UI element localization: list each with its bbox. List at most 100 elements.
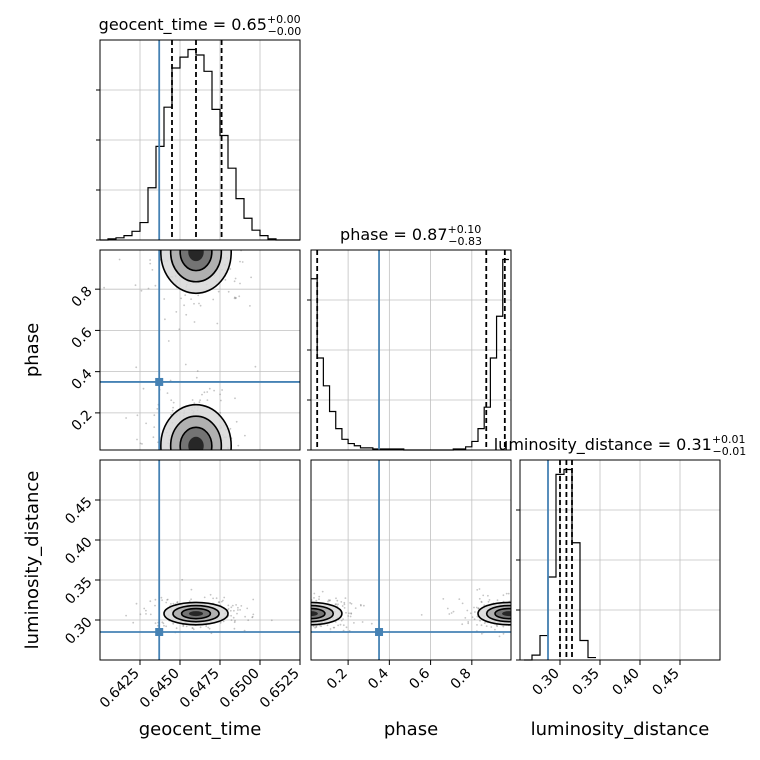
sample-point [195, 455, 197, 457]
sample-point [535, 621, 537, 623]
sample-point [254, 365, 257, 368]
sample-point [480, 600, 483, 603]
sample-point [191, 231, 193, 233]
contour-line [477, 601, 511, 626]
sample-point [162, 622, 165, 625]
sample-point [222, 599, 224, 602]
density-level [311, 611, 318, 617]
sample-point [141, 235, 143, 237]
sample-point [182, 625, 185, 628]
sample-point [464, 617, 467, 619]
sample-point [165, 601, 168, 604]
sample-point [521, 623, 523, 625]
sample-point [360, 604, 362, 607]
sample-point [315, 626, 318, 628]
sample-point [218, 230, 220, 232]
sample-point [315, 625, 318, 628]
y-tick-label: 0.35 [62, 574, 95, 607]
sample-point [274, 597, 276, 599]
sample-point [209, 593, 212, 596]
sample-point [199, 477, 201, 479]
sample-point [165, 228, 167, 230]
sample-point [183, 304, 186, 307]
sample-point [225, 224, 227, 226]
contour-panel-geocent_time-phase [99, 170, 301, 523]
sample-point [203, 494, 205, 496]
sample-point [475, 606, 478, 609]
sample-point [534, 626, 536, 628]
sample-point [198, 401, 201, 403]
sample-point [469, 612, 472, 615]
sample-point [521, 606, 523, 608]
sample-point [334, 621, 337, 623]
sample-point [283, 612, 285, 614]
sample-point [168, 463, 170, 465]
sample-point [306, 608, 308, 610]
sample-point [187, 170, 189, 172]
sample-point [513, 594, 515, 596]
sample-point [474, 611, 476, 613]
contour-area [100, 170, 300, 523]
sample-point [211, 468, 213, 470]
sample-point [143, 607, 146, 610]
sample-point [234, 227, 236, 229]
sample-point [350, 612, 352, 615]
title-value: luminosity_distance = 0.31 [494, 435, 712, 455]
sample-point [279, 601, 281, 603]
sample-point [281, 622, 283, 624]
sample-point [155, 227, 157, 229]
sample-point [215, 597, 218, 600]
sample-point [156, 408, 159, 410]
sample-point [225, 504, 227, 506]
sample-point [313, 592, 316, 595]
sample-point [238, 295, 241, 298]
contour-line [180, 607, 212, 620]
sample-point [171, 409, 174, 412]
sample-point [183, 511, 185, 513]
sample-point [539, 615, 541, 617]
sample-point [249, 305, 251, 307]
sample-point [304, 616, 306, 618]
sample-point [215, 457, 217, 459]
y-tick-label: 0.6 [69, 325, 96, 352]
sample-point [214, 462, 216, 464]
sample-point [154, 490, 156, 492]
sample-point [545, 611, 547, 613]
sample-point [201, 466, 203, 468]
sample-point [205, 469, 207, 471]
sample-point [171, 213, 173, 215]
sample-point [233, 296, 236, 299]
x-axis-title: luminosity_distance [531, 719, 710, 740]
sample-point [476, 589, 479, 591]
sample-point [307, 617, 309, 619]
sample-point [237, 444, 240, 447]
sample-point [477, 607, 480, 610]
sample-point [175, 461, 177, 463]
x-tick-label: 0.30 [529, 666, 562, 699]
sample-point [173, 233, 175, 235]
sample-point [536, 617, 538, 619]
sample-point [176, 601, 179, 603]
sample-point [135, 602, 138, 605]
sample-point [526, 615, 528, 617]
sample-point [289, 621, 291, 623]
sample-point [139, 442, 142, 445]
sample-point [180, 297, 183, 300]
sample-point [446, 607, 449, 610]
sample-point [220, 244, 222, 246]
sample-point [335, 597, 337, 600]
sample-point [328, 599, 331, 602]
sample-point [203, 221, 205, 223]
x-tick-label: 0.40 [609, 666, 642, 699]
sample-point [185, 490, 187, 492]
sample-point [203, 521, 205, 523]
sample-point [266, 623, 268, 625]
sample-point [344, 597, 347, 599]
sample-point [341, 605, 344, 607]
sample-point [237, 471, 239, 473]
sample-point [525, 606, 527, 608]
sample-point [343, 603, 346, 606]
title-lower-error: −0.01 [713, 445, 747, 458]
sample-point [303, 612, 305, 614]
sample-point [211, 519, 213, 521]
